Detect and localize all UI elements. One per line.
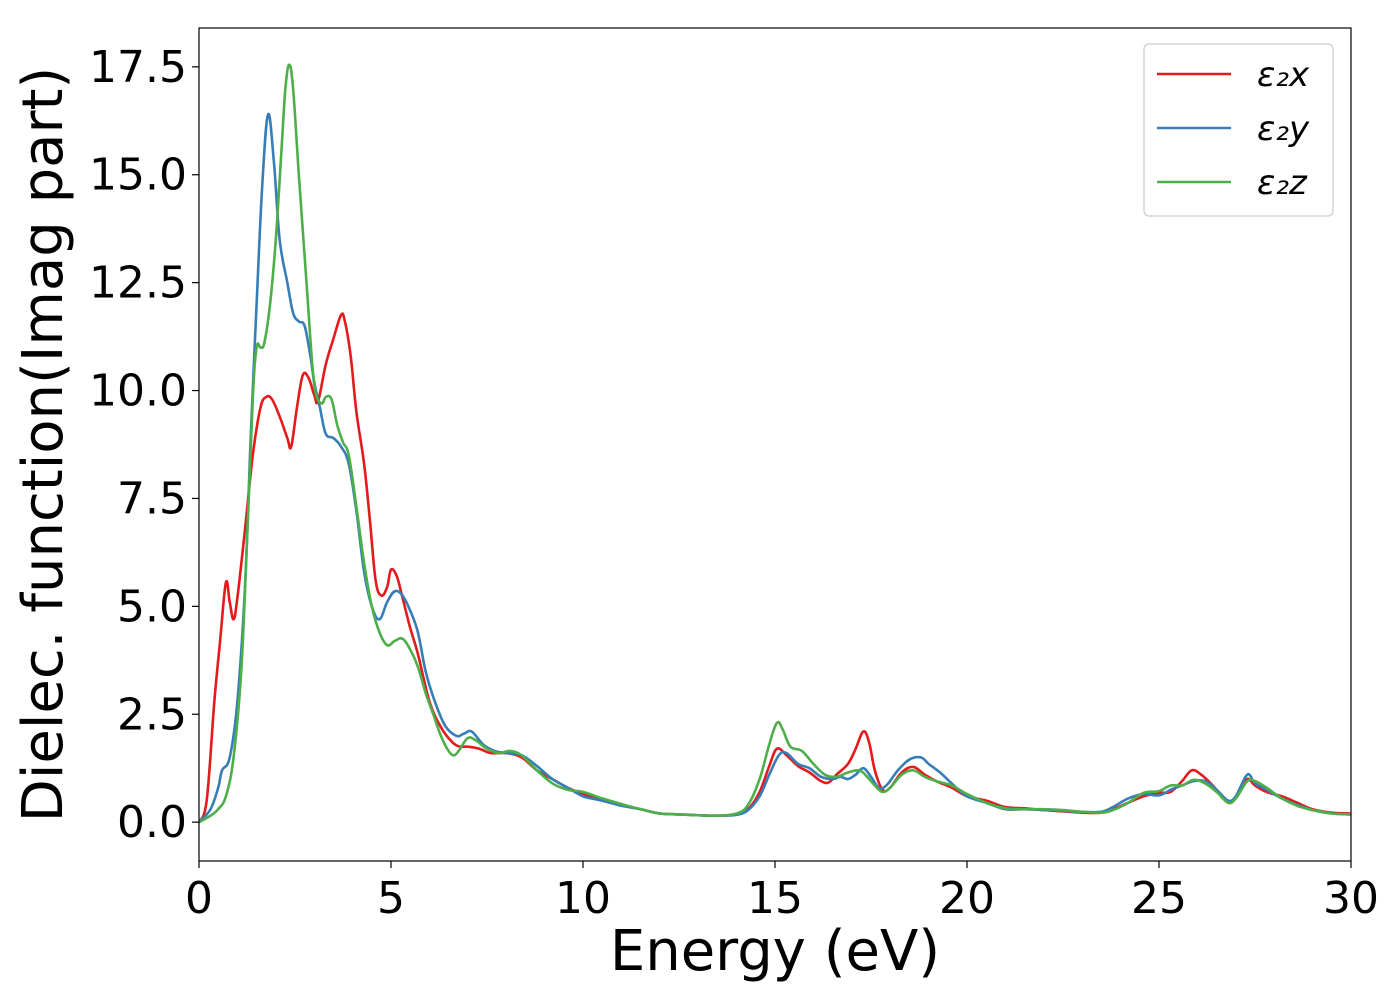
x-tick-label: 0 — [185, 873, 213, 924]
y-tick-label: 10.0 — [89, 366, 187, 417]
x-tick-label: 25 — [1131, 873, 1187, 924]
y-tick-label: 0.0 — [117, 797, 187, 848]
legend-box — [1143, 43, 1334, 217]
legend: ε₂x ε₂y ε₂z — [1143, 43, 1334, 217]
x-axis-ticks: 0 5 10 15 20 25 30 — [185, 861, 1379, 924]
series-line-2 — [199, 63, 1351, 824]
y-axis-title: Dielec. function(Imag part) — [11, 67, 76, 823]
y-tick-label: 15.0 — [89, 150, 187, 201]
legend-label-2: ε₂z — [1257, 163, 1308, 203]
legend-label-0: ε₂x — [1257, 55, 1310, 95]
x-tick-label: 5 — [377, 873, 405, 924]
y-tick-label: 12.5 — [89, 258, 187, 309]
y-tick-label: 17.5 — [89, 42, 187, 93]
x-axis-title: Energy (eV) — [610, 919, 940, 984]
x-tick-label: 15 — [747, 873, 803, 924]
x-tick-label: 30 — [1323, 873, 1379, 924]
series-layer — [199, 63, 1351, 824]
x-tick-label: 10 — [555, 873, 611, 924]
y-tick-label: 2.5 — [117, 689, 187, 740]
y-tick-label: 7.5 — [117, 473, 187, 524]
x-tick-label: 20 — [939, 873, 995, 924]
y-axis-ticks: 0.0 2.5 5.0 7.5 10.0 12.5 15.0 17.5 — [89, 42, 199, 848]
y-tick-label: 5.0 — [117, 581, 187, 632]
legend-label-1: ε₂y — [1257, 109, 1310, 149]
